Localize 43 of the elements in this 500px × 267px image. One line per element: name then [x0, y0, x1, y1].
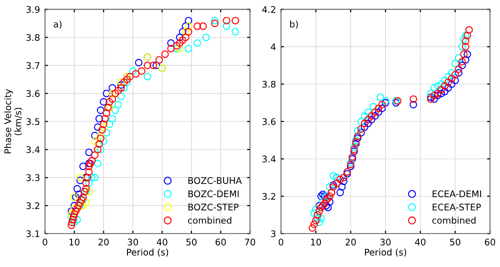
legend-label: BOZC-BUHA: [188, 177, 242, 184]
x-tick-label: 40: [415, 238, 426, 246]
legend-label: ECEA-STEP: [432, 204, 481, 210]
x-axis-title: Period (s): [127, 248, 168, 257]
x-tick-label: 50: [450, 238, 460, 246]
annotation: a): [54, 20, 62, 29]
y-tick-label: 3.7: [26, 62, 40, 69]
x-tick-label: 40: [156, 238, 168, 246]
x-tick-label: 60: [484, 238, 496, 246]
x-tick-label: 0: [42, 238, 48, 246]
y-tick-label: 4: [270, 44, 276, 50]
y-tick-label: 3.6: [262, 118, 276, 126]
x-tick-label: 20: [346, 238, 356, 246]
x-tick-label: 30: [380, 238, 391, 246]
x-tick-label: 30: [128, 238, 138, 246]
y-tick-label: 4.2: [262, 6, 276, 13]
y-tick-label: 3.6: [26, 90, 40, 98]
y-tick-label: 3.3: [26, 174, 40, 182]
y-tick-label: 3.5: [26, 118, 40, 126]
annotation: b): [290, 20, 298, 29]
legend-label: combined: [432, 216, 476, 224]
y-tick-label: 3.8: [26, 34, 40, 41]
y-tick-label: 3.1: [26, 230, 40, 238]
y-tick-label: 3.8: [262, 80, 276, 88]
y-tick-label: 3.4: [262, 156, 276, 162]
x-tick-label: 10: [70, 238, 80, 246]
x-tick-label: 20: [98, 238, 109, 246]
legend-label: ECEA-DEMI: [432, 190, 481, 198]
x-tick-label: 10: [311, 238, 321, 246]
y-tick-label: 3: [271, 230, 276, 238]
x-axis-title: Period (s): [365, 248, 406, 257]
y-tick-label: 3.9: [26, 6, 40, 13]
x-tick-label: 60: [216, 238, 226, 246]
x-tick-label: 70: [244, 238, 256, 246]
legend-label: BOZC-STEP: [188, 204, 239, 210]
y-tick-label: 3.2: [262, 192, 276, 200]
legend-label: combined: [188, 216, 232, 224]
y-tick-label: 3.2: [26, 202, 40, 210]
y-tick-label: 3.4: [26, 146, 40, 154]
y-axis-title: Phase Velocity (km/s): [4, 89, 22, 154]
x-tick-label: 0: [278, 238, 284, 246]
legend-label: BOZC-DEMI: [188, 190, 239, 198]
x-tick-label: 50: [186, 238, 197, 246]
